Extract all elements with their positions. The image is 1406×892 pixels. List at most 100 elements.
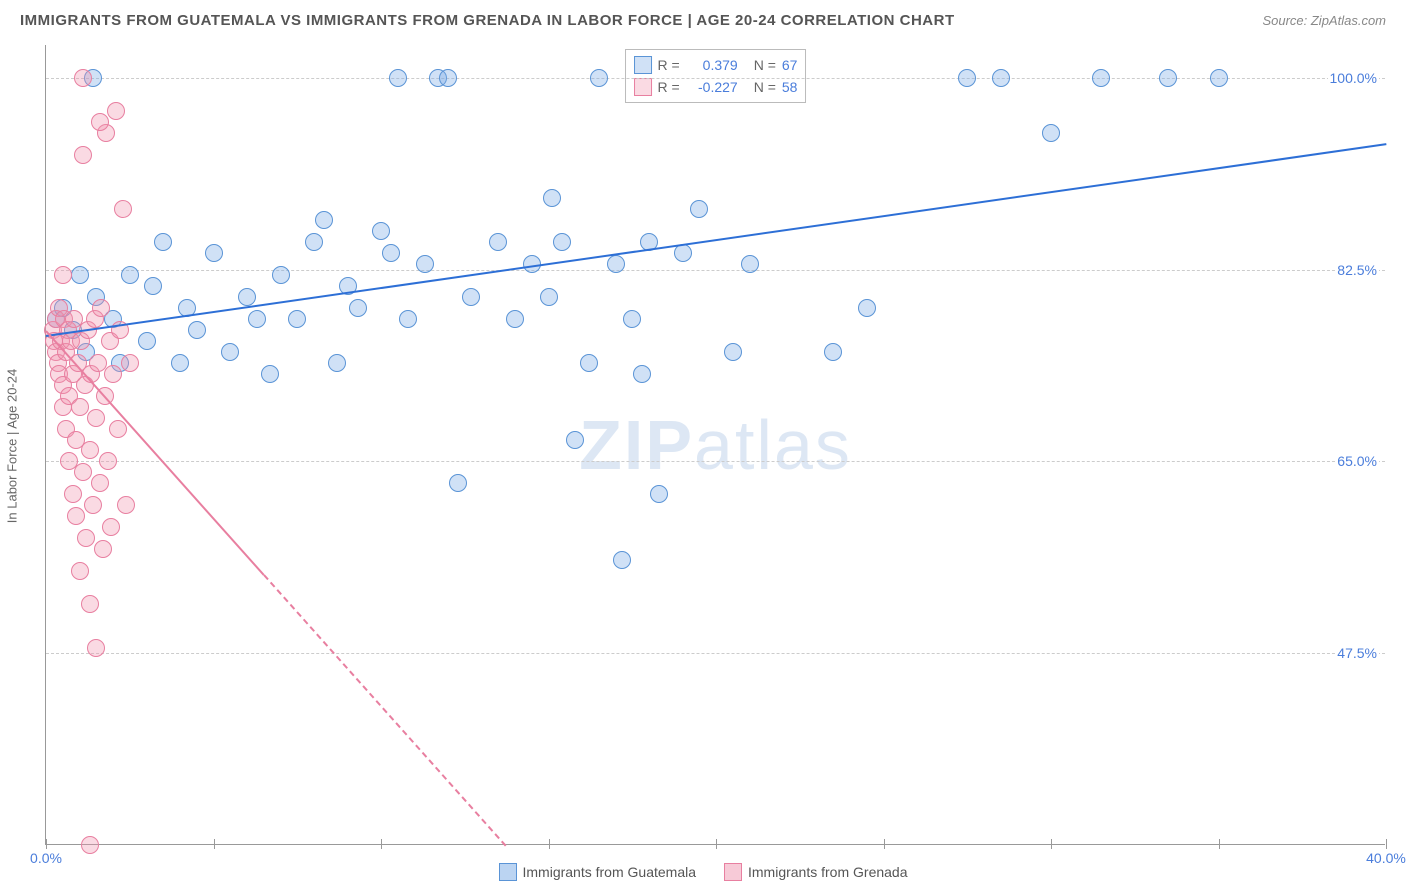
x-tick [549,839,550,849]
data-point [171,354,189,372]
n-label: N = [754,57,776,73]
data-point [74,146,92,164]
data-point [349,299,367,317]
data-point [71,398,89,416]
data-point [372,222,390,240]
data-point [399,310,417,328]
data-point [188,321,206,339]
data-point [1210,69,1228,87]
data-point [315,211,333,229]
data-point [566,431,584,449]
data-point [272,266,290,284]
data-point [81,441,99,459]
data-point [114,200,132,218]
data-point [389,69,407,87]
data-point [607,255,625,273]
data-point [690,200,708,218]
gridline [46,461,1385,462]
data-point [138,332,156,350]
y-tick-label: 100.0% [1328,70,1379,86]
data-point [102,518,120,536]
data-point [741,255,759,273]
data-point [674,244,692,262]
data-point [992,69,1010,87]
legend-label: Immigrants from Grenada [748,864,908,880]
data-point [1092,69,1110,87]
data-point [328,354,346,372]
x-tick [716,839,717,849]
gridline [46,78,1385,79]
legend-swatch [724,863,742,881]
x-tick [1051,839,1052,849]
data-point [1042,124,1060,142]
y-axis-title: In Labor Force | Age 20-24 [5,369,20,523]
legend-item: Immigrants from Grenada [724,863,908,881]
data-point [416,255,434,273]
data-point [71,562,89,580]
data-point [121,266,139,284]
x-tick [381,839,382,849]
data-point [449,474,467,492]
data-point [144,277,162,295]
legend-row: R =0.379N =67 [634,54,798,76]
data-point [623,310,641,328]
data-point [54,266,72,284]
data-point [91,474,109,492]
data-point [1159,69,1177,87]
data-point [117,496,135,514]
r-label: R = [658,57,680,73]
data-point [540,288,558,306]
y-tick-label: 65.0% [1335,453,1379,469]
gridline [46,653,1385,654]
legend-item: Immigrants from Guatemala [499,863,697,881]
data-point [104,365,122,383]
data-point [958,69,976,87]
data-point [248,310,266,328]
data-point [121,354,139,372]
legend-row: R =-0.227N =58 [634,76,798,98]
x-tick [1386,839,1387,849]
watermark: ZIPatlas [579,405,852,485]
data-point [92,299,110,317]
data-point [64,485,82,503]
data-point [382,244,400,262]
data-point [580,354,598,372]
x-tick [1219,839,1220,849]
series-legend: Immigrants from Guatemala Immigrants from… [0,863,1406,884]
gridline [46,270,1385,271]
data-point [858,299,876,317]
n-value: 58 [782,79,798,95]
data-point [154,233,172,251]
scatter-plot-area: ZIPatlas R =0.379N =67R =-0.227N =58 47.… [45,45,1385,845]
data-point [261,365,279,383]
legend-swatch [634,56,652,74]
data-point [109,420,127,438]
x-tick [46,839,47,849]
data-point [107,102,125,120]
data-point [221,343,239,361]
source-label: Source: ZipAtlas.com [1262,13,1386,28]
correlation-legend: R =0.379N =67R =-0.227N =58 [625,49,807,103]
data-point [506,310,524,328]
data-point [205,244,223,262]
data-point [81,836,99,854]
data-point [74,69,92,87]
trend-line [263,574,506,846]
data-point [824,343,842,361]
data-point [71,266,89,284]
x-tick [214,839,215,849]
data-point [67,507,85,525]
data-point [462,288,480,306]
data-point [650,485,668,503]
data-point [543,189,561,207]
data-point [74,463,92,481]
data-point [724,343,742,361]
data-point [77,529,95,547]
data-point [99,452,117,470]
data-point [590,69,608,87]
data-point [87,639,105,657]
n-value: 67 [782,57,798,73]
legend-label: Immigrants from Guatemala [523,864,697,880]
data-point [87,409,105,427]
data-point [633,365,651,383]
